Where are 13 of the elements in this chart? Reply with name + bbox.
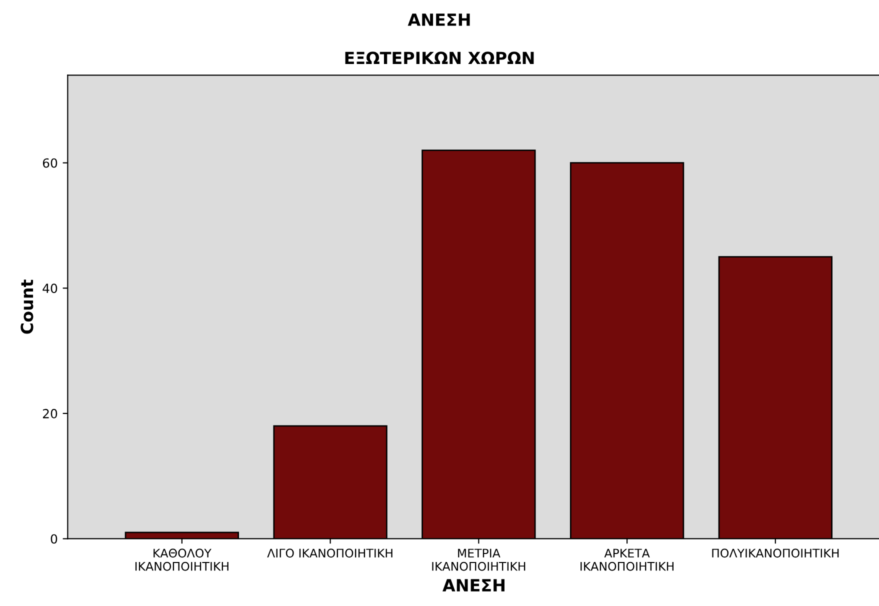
x-axis-title: ΑΝΕΣΗ — [442, 579, 504, 592]
x-tick-label: ΜΕΤΡΙΑ ΙΚΑΝΟΠΟΙΗΤΙΚΗ — [432, 548, 526, 571]
y-tick-label: 20 — [42, 408, 58, 418]
x-tick-label: ΛΙΓΟ ΙΚΑΝΟΠΟΙΗΤΙΚΗ — [267, 548, 392, 558]
x-tick-label: ΑΡΚΕΤΑ ΙΚΑΝΟΠΟΙΗΤΙΚΗ — [580, 548, 674, 571]
x-tick-label: ΚΑΘΟΛΟΥ ΙΚΑΝΟΠΟΙΗΤΙΚΗ — [135, 548, 228, 571]
chart-title: ΑΝΕΣΗ — [408, 14, 470, 26]
y-axis-title: Count — [20, 280, 34, 334]
x-tick-label: ΠΟΛΥΙΚΑΝΟΠΟΙΗΤΙΚΗ — [712, 548, 839, 558]
y-tick-label: 0 — [50, 534, 58, 544]
y-tick-label: 60 — [42, 158, 58, 168]
y-tick-label: 40 — [42, 284, 58, 294]
chart-subtitle: ΕΞΩΤΕΡΙΚΩΝ ΧΩΡΩΝ — [345, 52, 534, 64]
